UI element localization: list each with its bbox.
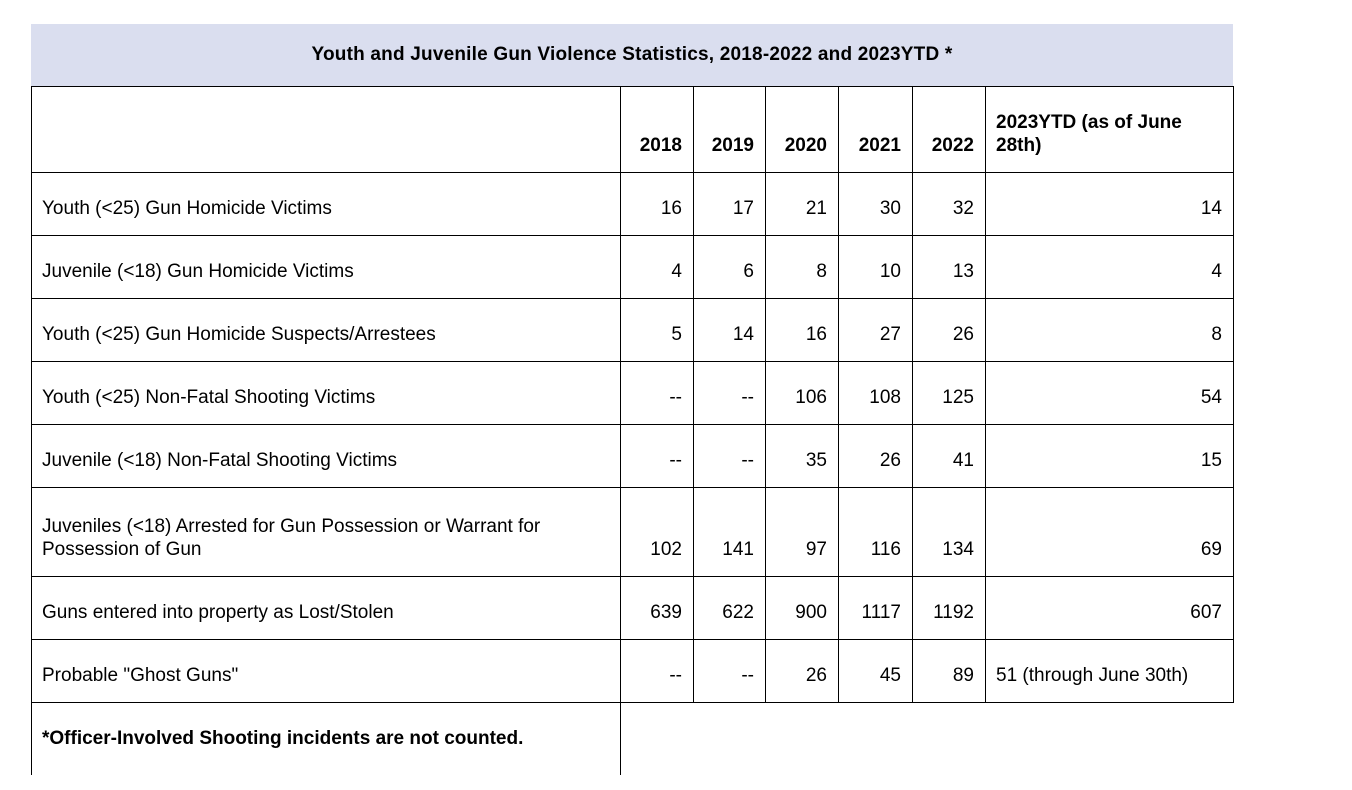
stat-value: 14 xyxy=(693,298,766,362)
column-header-empty xyxy=(31,86,621,173)
stat-value: 106 xyxy=(765,361,839,425)
column-header-row: 2018 2019 2020 2021 2022 2023YTD (as of … xyxy=(31,86,1234,173)
table-row: Youth (<25) Gun Homicide Victims 16 17 2… xyxy=(31,172,1234,236)
stat-value: 26 xyxy=(912,298,986,362)
row-label: Youth (<25) Gun Homicide Victims xyxy=(31,172,621,236)
stat-value: 26 xyxy=(838,424,913,488)
stat-value: 900 xyxy=(765,576,839,640)
stat-value: 639 xyxy=(620,576,694,640)
row-label: Juveniles (<18) Arrested for Gun Possess… xyxy=(31,487,621,577)
stat-value: 26 xyxy=(765,639,839,703)
stat-value: 607 xyxy=(985,576,1234,640)
stat-value: 97 xyxy=(765,487,839,577)
row-label: Juvenile (<18) Non-Fatal Shooting Victim… xyxy=(31,424,621,488)
stat-value: 1117 xyxy=(838,576,913,640)
table-title-band: Youth and Juvenile Gun Violence Statisti… xyxy=(31,24,1233,86)
stat-value: 16 xyxy=(765,298,839,362)
stat-value: 54 xyxy=(985,361,1234,425)
stat-value: 35 xyxy=(765,424,839,488)
stat-value: 134 xyxy=(912,487,986,577)
table-row: Juveniles (<18) Arrested for Gun Possess… xyxy=(31,487,1234,577)
stat-value: 8 xyxy=(985,298,1234,362)
stat-value: 69 xyxy=(985,487,1234,577)
stat-value: 27 xyxy=(838,298,913,362)
row-label: Guns entered into property as Lost/Stole… xyxy=(31,576,621,640)
stat-value: 89 xyxy=(912,639,986,703)
stat-value: 51 (through June 30th) xyxy=(985,639,1234,703)
document-page: Youth and Juvenile Gun Violence Statisti… xyxy=(0,24,1352,790)
stat-value: -- xyxy=(693,361,766,425)
stat-value: 30 xyxy=(838,172,913,236)
stat-value: 45 xyxy=(838,639,913,703)
stat-value: -- xyxy=(620,424,694,488)
stat-value: 6 xyxy=(693,235,766,299)
stat-value: 21 xyxy=(765,172,839,236)
row-label: Juvenile (<18) Gun Homicide Victims xyxy=(31,235,621,299)
stat-value: 4 xyxy=(985,235,1234,299)
stat-value: -- xyxy=(693,639,766,703)
stat-value: 4 xyxy=(620,235,694,299)
column-header-2021: 2021 xyxy=(838,86,913,173)
table-row: Youth (<25) Gun Homicide Suspects/Arrest… xyxy=(31,298,1234,362)
stats-table: 2018 2019 2020 2021 2022 2023YTD (as of … xyxy=(31,86,1234,703)
stat-value: 32 xyxy=(912,172,986,236)
column-header-2018: 2018 xyxy=(620,86,694,173)
footnote-text: *Officer-Involved Shooting incidents are… xyxy=(42,728,524,749)
column-header-2022: 2022 xyxy=(912,86,986,173)
stat-value: 10 xyxy=(838,235,913,299)
column-header-2023ytd: 2023YTD (as of June 28th) xyxy=(985,86,1234,173)
row-label: Youth (<25) Non-Fatal Shooting Victims xyxy=(31,361,621,425)
stat-value: 5 xyxy=(620,298,694,362)
stat-value: 8 xyxy=(765,235,839,299)
stat-value: 116 xyxy=(838,487,913,577)
table-row: Guns entered into property as Lost/Stole… xyxy=(31,576,1234,640)
stat-value: -- xyxy=(620,639,694,703)
stat-value: 125 xyxy=(912,361,986,425)
stat-value: 102 xyxy=(620,487,694,577)
stat-value: -- xyxy=(693,424,766,488)
table-row: Probable "Ghost Guns" -- -- 26 45 89 51 … xyxy=(31,639,1234,703)
stat-value: 17 xyxy=(693,172,766,236)
column-header-2019: 2019 xyxy=(693,86,766,173)
stat-value: 16 xyxy=(620,172,694,236)
column-header-2020: 2020 xyxy=(765,86,839,173)
stat-value: 141 xyxy=(693,487,766,577)
footnote-cell: *Officer-Involved Shooting incidents are… xyxy=(31,703,621,775)
stat-value: 14 xyxy=(985,172,1234,236)
stat-value: -- xyxy=(620,361,694,425)
table-row: Youth (<25) Non-Fatal Shooting Victims -… xyxy=(31,361,1234,425)
stat-value: 41 xyxy=(912,424,986,488)
stat-value: 13 xyxy=(912,235,986,299)
table-row: Juvenile (<18) Gun Homicide Victims 4 6 … xyxy=(31,235,1234,299)
table-row: Juvenile (<18) Non-Fatal Shooting Victim… xyxy=(31,424,1234,488)
row-label: Probable "Ghost Guns" xyxy=(31,639,621,703)
table-title: Youth and Juvenile Gun Violence Statisti… xyxy=(311,44,953,65)
stat-value: 108 xyxy=(838,361,913,425)
row-label: Youth (<25) Gun Homicide Suspects/Arrest… xyxy=(31,298,621,362)
stat-value: 1192 xyxy=(912,576,986,640)
stat-value: 15 xyxy=(985,424,1234,488)
stat-value: 622 xyxy=(693,576,766,640)
